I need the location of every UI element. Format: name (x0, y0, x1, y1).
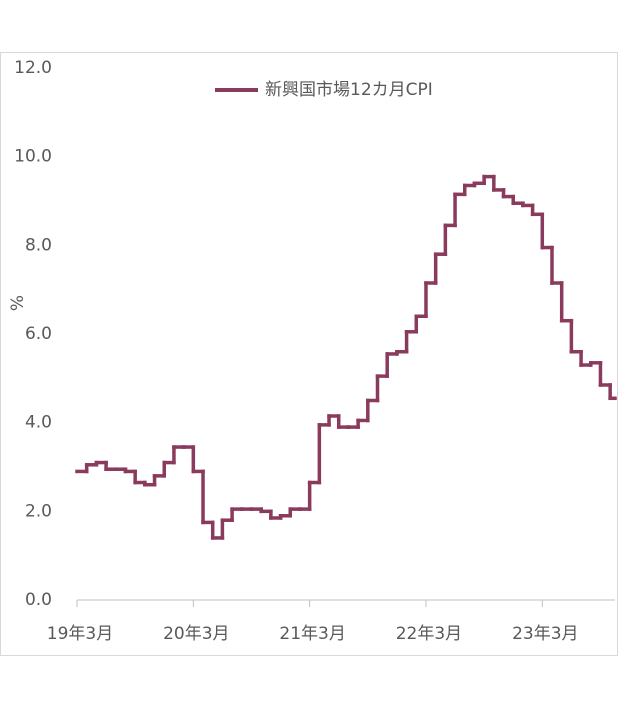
y-tick-label: 10.0 (14, 147, 52, 167)
x-tick-label: 20年3月 (163, 624, 229, 644)
y-tick-label: 0.0 (25, 590, 52, 610)
x-tick-label: 21年3月 (279, 624, 345, 644)
y-tick-label: 8.0 (25, 235, 52, 255)
y-tick-label: 12.0 (14, 58, 52, 78)
chart-frame (0, 52, 618, 656)
y-axis-label: % (8, 295, 28, 311)
y-tick-label: 2.0 (25, 501, 52, 521)
y-tick-label: 6.0 (25, 324, 52, 344)
x-tick-label: 23年3月 (512, 624, 578, 644)
y-tick-label: 4.0 (25, 413, 52, 433)
legend-label: 新興国市場12カ月CPI (265, 80, 433, 100)
x-tick-label: 22年3月 (396, 624, 462, 644)
x-tick-label: 19年3月 (47, 624, 113, 644)
